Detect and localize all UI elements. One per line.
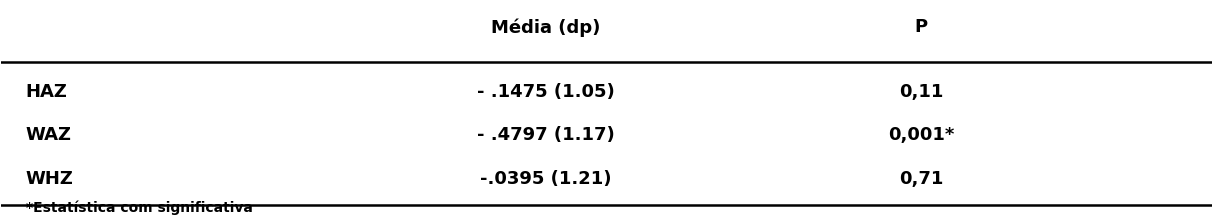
Text: - .4797 (1.17): - .4797 (1.17) [477, 126, 615, 145]
Text: -.0395 (1.21): -.0395 (1.21) [480, 170, 611, 188]
Text: 0,001*: 0,001* [888, 126, 955, 145]
Text: WHZ: WHZ [25, 170, 73, 188]
Text: - .1475 (1.05): - .1475 (1.05) [477, 83, 615, 101]
Text: 0,71: 0,71 [899, 170, 944, 188]
Text: Média (dp): Média (dp) [491, 18, 600, 37]
Text: 0,11: 0,11 [899, 83, 944, 101]
Text: P: P [915, 18, 928, 36]
Text: HAZ: HAZ [25, 83, 68, 101]
Text: WAZ: WAZ [25, 126, 72, 145]
Text: *Estatística com significativa: *Estatística com significativa [25, 201, 252, 215]
